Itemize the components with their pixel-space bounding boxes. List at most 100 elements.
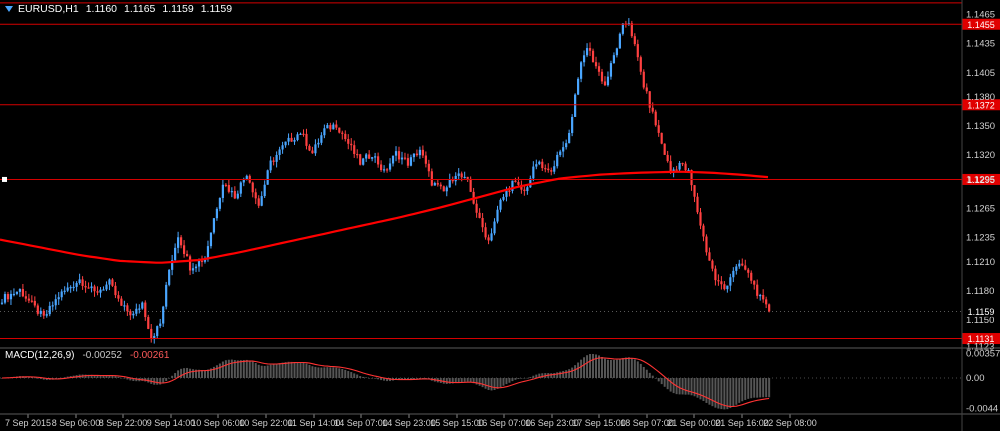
macd-histogram-bar	[756, 378, 759, 398]
candle-body	[768, 304, 771, 312]
candle-body	[266, 170, 269, 185]
candle-body	[400, 157, 404, 160]
macd-histogram-bar	[738, 378, 741, 403]
macd-histogram-bar	[230, 359, 233, 378]
macd-histogram-bar	[627, 357, 630, 378]
candle-body	[21, 289, 24, 297]
candle-body	[197, 260, 201, 267]
candle-body	[717, 280, 720, 282]
candle-body	[290, 137, 293, 142]
candle-body	[415, 153, 419, 156]
time-tick-label: 8 Sep 06:00	[52, 418, 101, 428]
candle-body	[48, 305, 51, 315]
candle-body	[102, 289, 105, 291]
macd-histogram-bar	[323, 367, 326, 378]
level-price-badge-label: 1.1131	[968, 334, 995, 344]
candle-body	[541, 161, 544, 169]
candle-body	[681, 162, 684, 165]
macd-histogram-bar	[624, 357, 627, 378]
candle-body	[245, 175, 248, 180]
macd-histogram-bar	[192, 369, 195, 378]
macd-pane[interactable]	[0, 353, 962, 410]
macd-histogram-bar	[320, 367, 323, 378]
macd-histogram-bar	[571, 367, 574, 378]
level-selection-handle[interactable]	[2, 176, 7, 182]
time-axis[interactable]: 7 Sep 20158 Sep 06:008 Sep 22:009 Sep 14…	[5, 414, 817, 428]
level-price-badge-label: 1.1295	[967, 175, 995, 185]
quote-close: 1.1159	[200, 3, 233, 15]
candle-body	[87, 287, 90, 289]
candle-body	[326, 125, 329, 129]
macd-histogram-bar	[69, 376, 72, 378]
macd-histogram-bar	[678, 378, 681, 395]
candle-body	[666, 154, 669, 162]
time-axis-drag-area[interactable]	[0, 414, 962, 431]
macd-histogram-bar	[269, 364, 272, 378]
macd-histogram-bar	[708, 378, 711, 405]
macd-histogram-bar	[344, 369, 347, 378]
macd-histogram-bar	[111, 375, 114, 378]
candle-body	[436, 183, 439, 185]
candle-body	[254, 192, 257, 199]
macd-histogram-bar	[395, 378, 398, 380]
candle-body	[350, 143, 353, 146]
candle-body	[469, 178, 472, 192]
macd-histogram-bar	[666, 378, 669, 390]
candle-body	[33, 300, 36, 306]
macd-histogram-bar	[156, 378, 159, 385]
candle-body	[233, 191, 236, 199]
candle-body	[523, 189, 526, 192]
candle-body	[39, 310, 42, 314]
candle-body	[741, 263, 744, 266]
candle-body	[577, 78, 580, 95]
candle-body	[359, 154, 362, 165]
candle-body	[272, 160, 275, 162]
macd-histogram-bar	[108, 375, 111, 378]
price-axis[interactable]: 1.1455 1.1372 1.1295 1.1131 1.1465 1.1435 1.14…	[962, 10, 1000, 415]
price-axis-drag-area[interactable]	[962, 0, 1000, 414]
candle-body	[493, 221, 496, 234]
macd-histogram-bar	[174, 373, 177, 378]
candle-body	[209, 232, 213, 247]
moving-average-line[interactable]	[0, 170, 769, 264]
candle-body	[123, 305, 126, 307]
macd-histogram-bar	[224, 360, 227, 378]
macd-histogram-bar	[463, 378, 466, 382]
candle-body	[30, 300, 33, 302]
macd-histogram-bar	[702, 378, 705, 402]
level-price-badge-label: 1.1372	[967, 100, 995, 110]
candle-body	[287, 137, 290, 142]
candle-body	[257, 198, 260, 206]
macd-histogram-bar	[317, 367, 320, 378]
macd-histogram-bar	[729, 378, 732, 409]
candle-body	[615, 48, 619, 56]
macd-histogram-bar	[630, 358, 633, 378]
macd-histogram-bar	[487, 378, 490, 390]
macd-histogram-bar	[517, 378, 520, 379]
candle-body	[490, 233, 493, 241]
macd-histogram-bar	[93, 375, 96, 378]
candle-body	[344, 133, 347, 140]
macd-histogram-bar	[251, 361, 254, 378]
price-pane[interactable]	[0, 2, 962, 344]
quote-low: 1.1159	[162, 3, 194, 15]
macd-signal-line	[1, 357, 770, 408]
macd-histogram-bar	[559, 371, 562, 378]
candle-body	[141, 302, 144, 309]
candle-body	[747, 269, 750, 273]
candle-body	[239, 182, 242, 194]
macd-histogram-bar	[171, 375, 174, 378]
macd-histogram-bar	[105, 375, 108, 378]
candle-body	[457, 173, 460, 176]
candle-body	[550, 170, 553, 172]
time-tick-label: 14 Sep 07:00	[334, 418, 388, 428]
macd-histogram-bar	[209, 368, 212, 378]
candle-body	[702, 225, 705, 237]
macd-histogram-bar	[123, 378, 126, 379]
time-tick-label: 15 Sep 15:00	[430, 418, 484, 428]
macd-histogram-bar	[177, 370, 180, 378]
macd-histogram-bar	[606, 359, 609, 378]
macd-histogram-bar	[132, 378, 135, 382]
